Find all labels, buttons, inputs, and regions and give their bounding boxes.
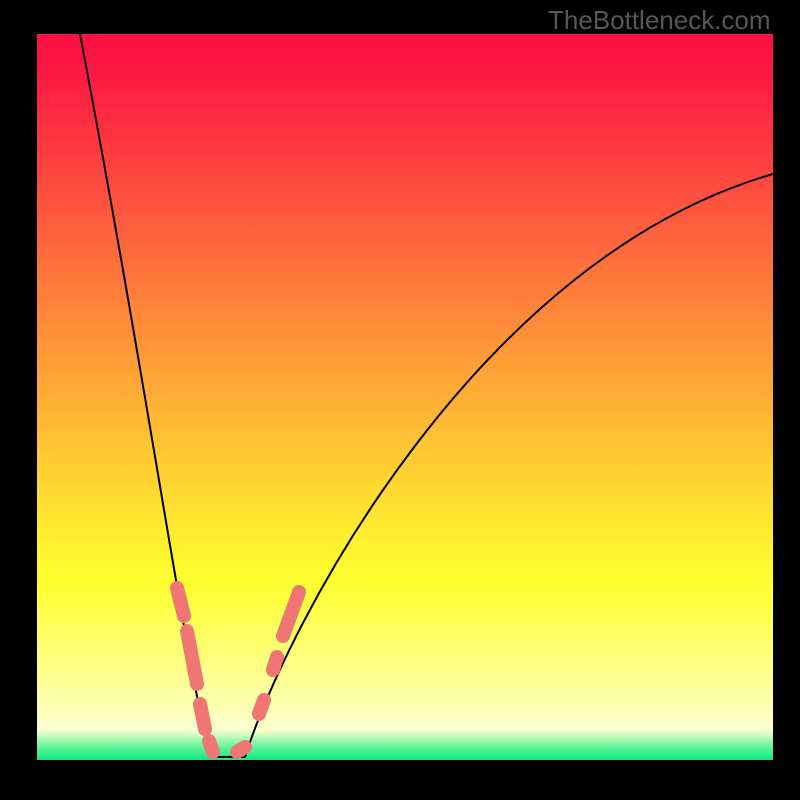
tick-segment: [200, 704, 205, 729]
plot-svg: [37, 34, 773, 760]
tick-segment: [273, 657, 277, 670]
tick-segment: [237, 747, 245, 752]
tick-segment: [209, 741, 213, 752]
plot-area: [37, 34, 773, 760]
watermark-text: TheBottleneck.com: [548, 5, 771, 36]
tick-segment: [187, 631, 197, 684]
gradient-background: [37, 34, 773, 760]
tick-segment: [259, 700, 264, 714]
tick-segment: [177, 588, 184, 616]
